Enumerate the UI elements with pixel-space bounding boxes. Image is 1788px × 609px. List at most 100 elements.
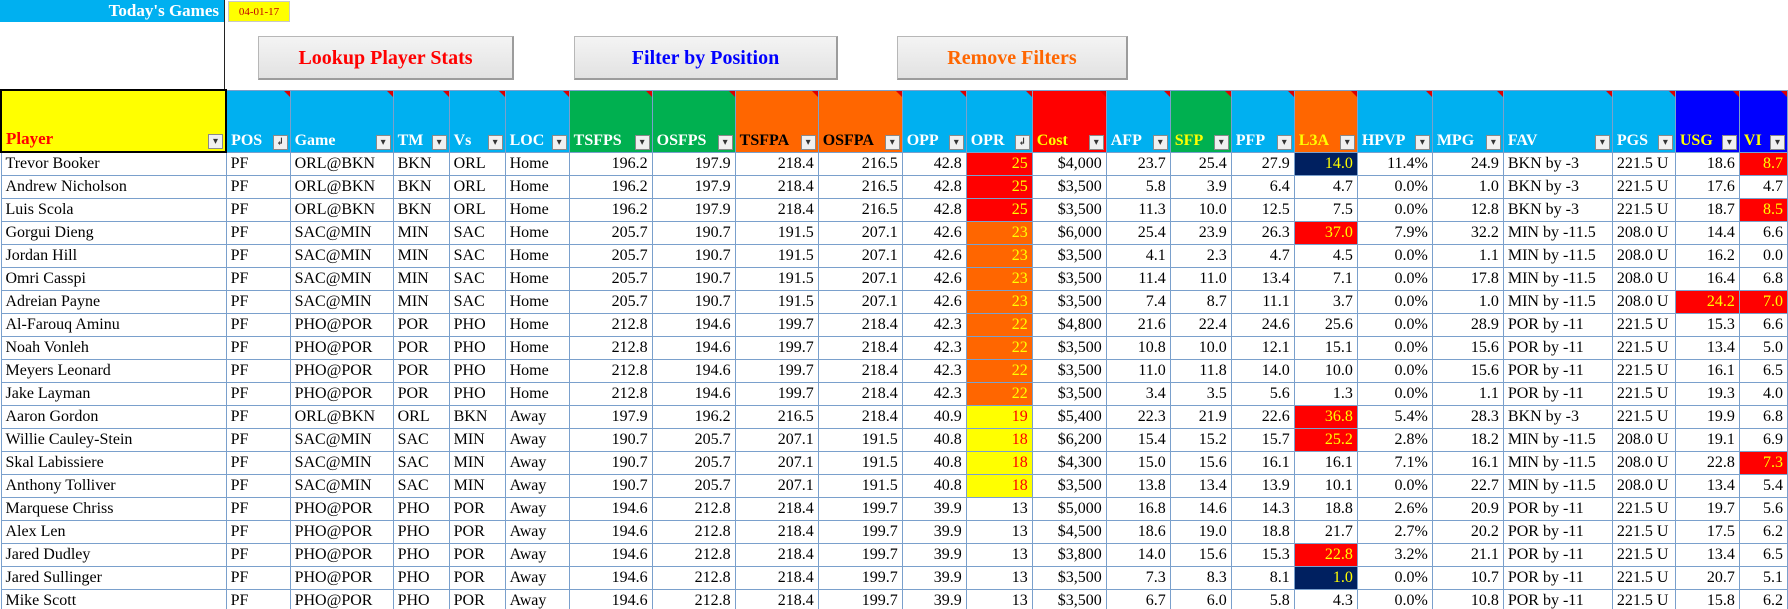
cell-player[interactable]: Omri Casspi [0,266,227,291]
cell-opr[interactable]: 13 [965,588,1033,609]
cell-pos[interactable]: PF [225,312,291,337]
cell-cost[interactable]: $3,500 [1031,243,1107,268]
cell-osfpa[interactable]: 199.7 [817,565,903,590]
cell-cost[interactable]: $3,500 [1031,565,1107,590]
cell-osfps[interactable]: 212.8 [651,519,736,544]
cell-mpg[interactable]: 10.7 [1431,565,1504,590]
table-row[interactable]: Adreian Payne PF SAC@MIN MIN SAC Home 205.7 190… [0,289,1788,314]
cell-afp[interactable]: 15.4 [1105,427,1171,452]
cell-cost[interactable]: $4,500 [1031,519,1107,544]
cell-pgs[interactable]: 208.0 U [1611,220,1676,245]
cell-hpvp[interactable]: 0.0% [1356,197,1433,222]
cell-l3a[interactable]: 10.1 [1293,473,1358,498]
cell-pos[interactable]: PF [225,174,291,199]
sort-filter-icon[interactable]: ↲ [272,134,288,150]
cell-tm[interactable]: MIN [392,243,450,268]
table-row[interactable]: Marquese Chriss PF PHO@POR PHO POR Away 194.6 2… [0,496,1788,521]
cell-tm[interactable]: ORL [392,404,450,429]
dropdown-arrow-icon[interactable]: ▾ [1657,134,1673,150]
cell-fav[interactable]: POR by -11 [1502,358,1613,383]
cell-pgs[interactable]: 208.0 U [1611,450,1676,475]
cell-l3a[interactable]: 36.8 [1293,404,1358,429]
cell-game[interactable]: SAC@MIN [289,450,394,475]
column-header-pos[interactable]: POS ↲ [225,89,291,153]
cell-sfp[interactable]: 21.9 [1169,404,1232,429]
cell-l3a[interactable]: 4.7 [1293,174,1358,199]
cell-osfps[interactable]: 194.6 [651,358,736,383]
cell-opr[interactable]: 13 [965,565,1033,590]
cell-opp[interactable]: 39.9 [901,565,967,590]
cell-tsfpa[interactable]: 191.5 [734,220,819,245]
cell-l3a[interactable]: 22.8 [1293,542,1358,567]
cell-pos[interactable]: PF [225,565,291,590]
cell-loc[interactable]: Away [504,565,570,590]
cell-hpvp[interactable]: 2.7% [1356,519,1433,544]
cell-tsfps[interactable]: 205.7 [568,289,653,314]
cell-l3a[interactable]: 10.0 [1293,358,1358,383]
dropdown-arrow-icon[interactable]: ▾ [487,134,503,150]
cell-sfp[interactable]: 3.9 [1169,174,1232,199]
column-header-fav[interactable]: FAV ▾ [1502,89,1613,153]
cell-opp[interactable]: 42.3 [901,335,967,360]
cell-opp[interactable]: 39.9 [901,588,967,609]
cell-mpg[interactable]: 20.9 [1431,496,1504,521]
cell-hpvp[interactable]: 0.0% [1356,473,1433,498]
cell-pgs[interactable]: 221.5 U [1611,151,1676,176]
cell-fav[interactable]: MIN by -11.5 [1502,243,1613,268]
cell-tm[interactable]: POR [392,381,450,406]
cell-l3a[interactable]: 7.1 [1293,266,1358,291]
cell-opp[interactable]: 42.8 [901,197,967,222]
cell-tsfps[interactable]: 194.6 [568,496,653,521]
sort-filter-icon[interactable]: ↲ [1014,134,1030,150]
cell-vs[interactable]: POR [448,588,506,609]
cell-vi[interactable]: 5.6 [1738,496,1788,521]
column-header-loc[interactable]: LOC ▾ [504,89,570,153]
cell-vs[interactable]: POR [448,542,506,567]
cell-game[interactable]: PHO@POR [289,358,394,383]
cell-tsfpa[interactable]: 191.5 [734,266,819,291]
cell-opr[interactable]: 23 [965,289,1033,314]
cell-osfps[interactable]: 196.2 [651,404,736,429]
cell-mpg[interactable]: 15.6 [1431,358,1504,383]
cell-afp[interactable]: 23.7 [1105,151,1171,176]
cell-tsfpa[interactable]: 218.4 [734,588,819,609]
cell-loc[interactable]: Home [504,381,570,406]
cell-usg[interactable]: 16.4 [1674,266,1740,291]
cell-pfp[interactable]: 18.8 [1230,519,1295,544]
cell-tsfps[interactable]: 194.6 [568,588,653,609]
cell-usg[interactable]: 24.2 [1674,289,1740,314]
cell-game[interactable]: SAC@MIN [289,427,394,452]
cell-loc[interactable]: Away [504,473,570,498]
table-row[interactable]: Trevor Booker PF ORL@BKN BKN ORL Home 196.2 197… [0,151,1788,176]
cell-tsfpa[interactable]: 199.7 [734,381,819,406]
cell-sfp[interactable]: 8.3 [1169,565,1232,590]
cell-tsfps[interactable]: 212.8 [568,358,653,383]
table-row[interactable]: Andrew Nicholson PF ORL@BKN BKN ORL Home 196.2… [0,174,1788,199]
cell-osfpa[interactable]: 216.5 [817,197,903,222]
cell-pos[interactable]: PF [225,404,291,429]
cell-hpvp[interactable]: 0.0% [1356,565,1433,590]
cell-l3a[interactable]: 25.6 [1293,312,1358,337]
dropdown-arrow-icon[interactable]: ▾ [551,134,567,150]
cell-loc[interactable]: Home [504,151,570,176]
cell-opr[interactable]: 13 [965,542,1033,567]
cell-afp[interactable]: 5.8 [1105,174,1171,199]
cell-hpvp[interactable]: 7.1% [1356,450,1433,475]
cell-opr[interactable]: 23 [965,266,1033,291]
cell-opr[interactable]: 23 [965,243,1033,268]
cell-game[interactable]: SAC@MIN [289,473,394,498]
cell-pgs[interactable]: 221.5 U [1611,335,1676,360]
cell-osfpa[interactable]: 207.1 [817,266,903,291]
dropdown-arrow-icon[interactable]: ▾ [1414,134,1430,150]
cell-usg[interactable]: 19.3 [1674,381,1740,406]
cell-osfps[interactable]: 190.7 [651,289,736,314]
cell-osfpa[interactable]: 199.7 [817,588,903,609]
cell-hpvp[interactable]: 0.0% [1356,312,1433,337]
cell-opp[interactable]: 42.6 [901,243,967,268]
cell-mpg[interactable]: 12.8 [1431,197,1504,222]
cell-opr[interactable]: 25 [965,174,1033,199]
cell-vi[interactable]: 5.4 [1738,473,1788,498]
cell-fav[interactable]: POR by -11 [1502,335,1613,360]
column-header-opr[interactable]: OPR ↲ [965,89,1033,153]
cell-pos[interactable]: PF [225,473,291,498]
